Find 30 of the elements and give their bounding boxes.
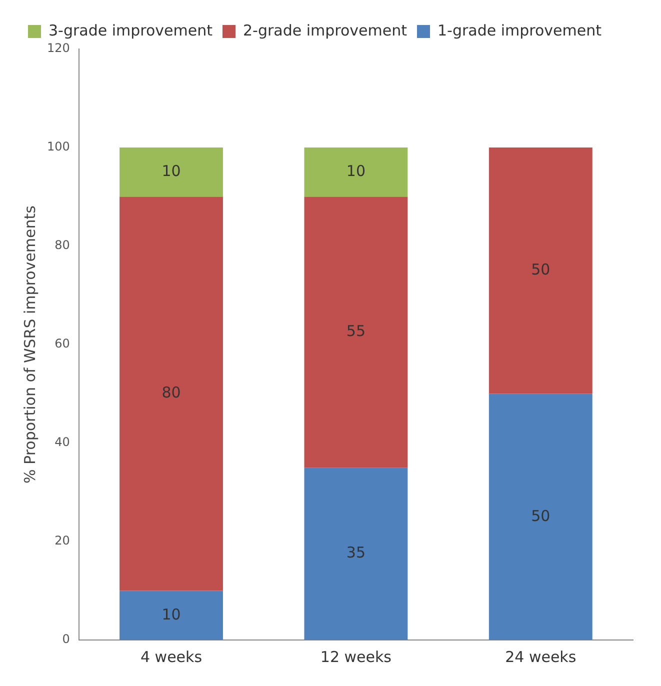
y-tick-label: 0 — [62, 632, 70, 646]
data-label: 50 — [531, 506, 550, 525]
data-label: 35 — [346, 544, 366, 562]
bar — [120, 148, 223, 197]
legend-label: 1-grade improvement — [438, 21, 602, 40]
data-label: 10 — [162, 162, 181, 180]
data-label: 80 — [162, 384, 181, 402]
data-label: 55 — [346, 322, 366, 340]
y-tick-label: 100 — [47, 140, 70, 154]
data-label: 50 — [531, 260, 550, 279]
y-tick-label: 120 — [47, 41, 70, 56]
legend-label: 3-grade improvement — [48, 21, 213, 40]
bar — [488, 148, 592, 394]
bar — [120, 196, 223, 591]
bar — [488, 394, 592, 640]
legend-label: 2-grade improvement — [243, 21, 408, 40]
y-tick-label: 60 — [54, 336, 70, 351]
y-tick-label: 80 — [54, 238, 70, 252]
bar — [304, 468, 408, 640]
data-label: 10 — [162, 605, 181, 624]
data-label: 10 — [346, 162, 366, 180]
bar — [120, 590, 223, 640]
x-tick-label: 4 weeks — [140, 648, 202, 666]
y-tick-label: 20 — [54, 534, 70, 548]
y-tick-label: 40 — [54, 435, 70, 450]
y-axis-title: % Proportion of WSRS improvements — [20, 205, 39, 484]
x-tick-label: 24 weeks — [505, 648, 576, 666]
bar — [304, 196, 408, 468]
x-tick-label: 12 weeks — [320, 648, 392, 666]
bar — [304, 148, 408, 197]
